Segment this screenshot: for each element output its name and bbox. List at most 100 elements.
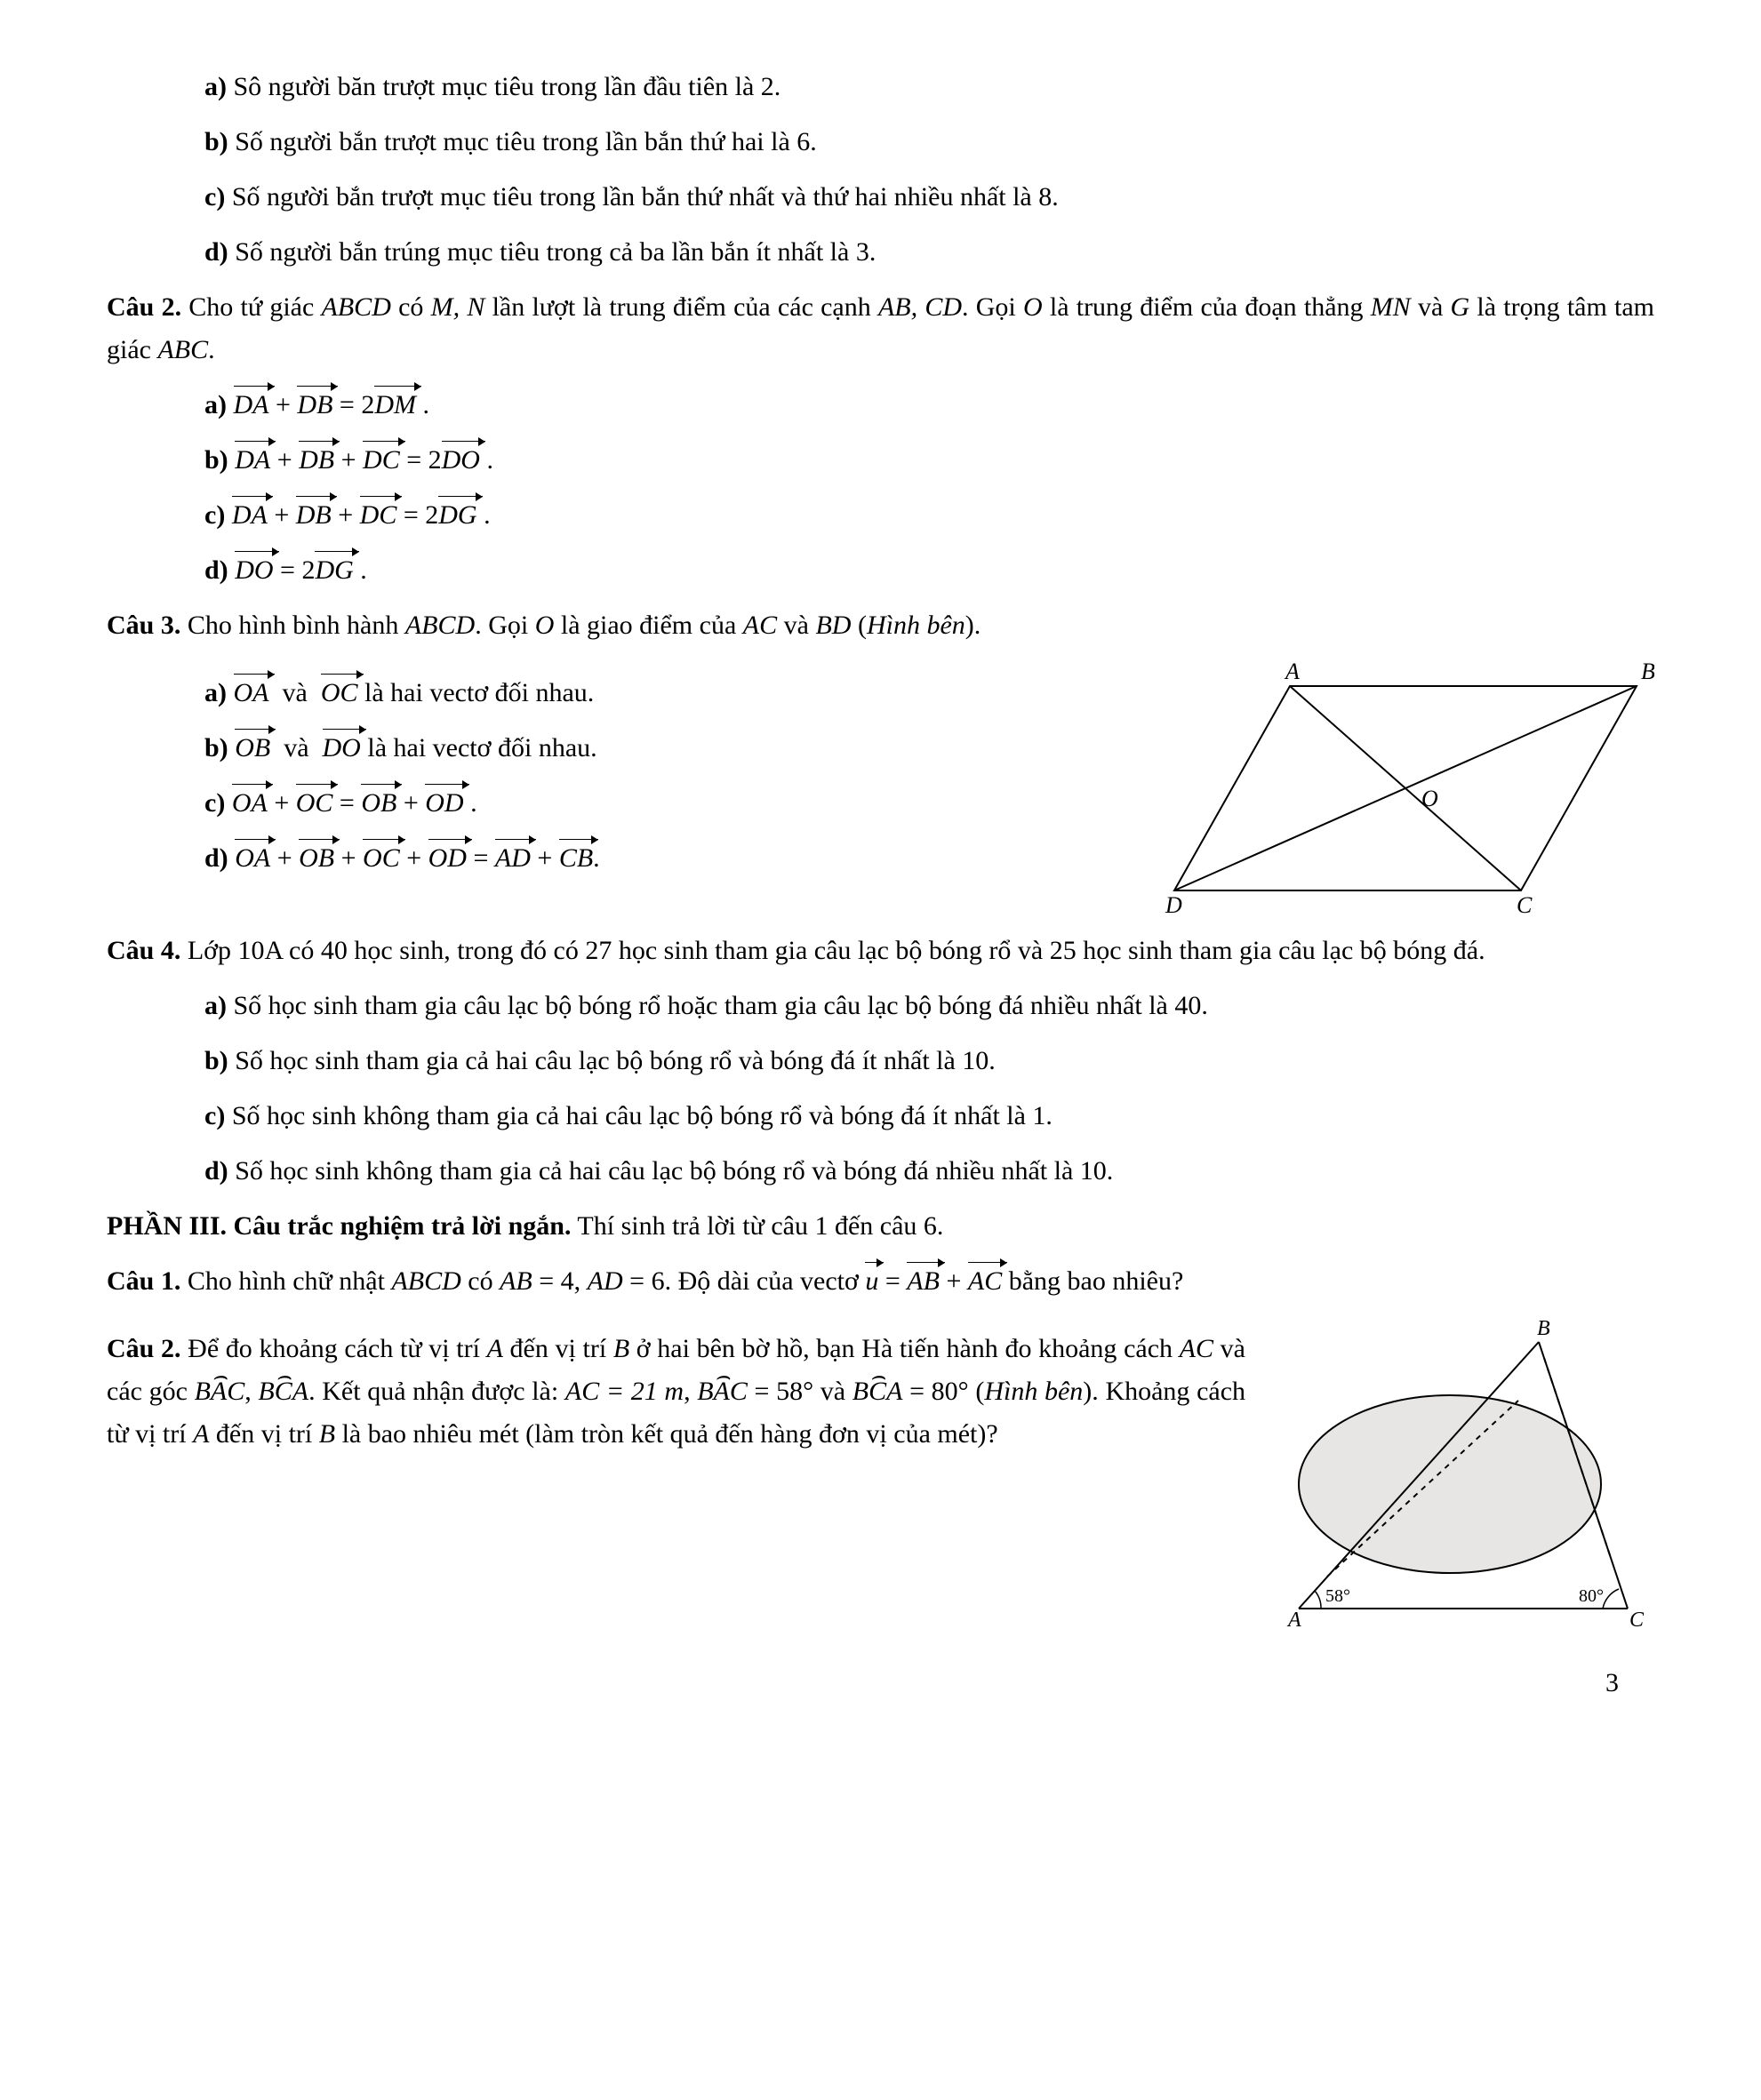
vec: DB xyxy=(299,439,334,482)
t: và xyxy=(1411,292,1451,322)
opt-label: b) xyxy=(204,733,228,763)
t: AB, CD xyxy=(878,292,962,322)
label-A: A xyxy=(1284,659,1300,684)
q3-left: a) OA và OC là hai vectơ đối nhau. b) OB… xyxy=(107,659,1130,892)
q4-option-d: d) Số học sinh không tham gia cả hai câu… xyxy=(107,1150,1654,1193)
text: Số học sinh tham gia câu lạc bộ bóng rổ … xyxy=(234,991,1208,1020)
q2-option-d: d) DO = 2DG . xyxy=(107,549,1654,592)
vec: OA xyxy=(235,837,270,880)
opt-label: a) xyxy=(204,72,227,101)
t: là trung điểm của đoạn thẳng xyxy=(1050,292,1371,322)
t: ). xyxy=(965,611,981,640)
t: AB xyxy=(500,1266,532,1296)
t: Hình bên xyxy=(867,611,965,640)
vec: OA xyxy=(234,672,269,715)
t: . Kết quả nhận được là: xyxy=(308,1377,565,1406)
label-O: O xyxy=(1421,786,1438,811)
p3q2: Câu 2. Để đo khoảng cách từ vị trí A đến… xyxy=(107,1328,1245,1456)
vec: OB xyxy=(299,837,334,880)
q2-option-c: c) DA + DB + DC = 2DG . xyxy=(107,494,1654,537)
q3-option-d: d) OA + OB + OC + OD = AD + CB. xyxy=(107,837,1130,880)
pre-option-b: b) Số người bắn trượt mục tiêu trong lần… xyxy=(107,121,1654,164)
vec: u xyxy=(865,1260,878,1303)
vec: AC xyxy=(968,1260,1002,1303)
opt-label: d) xyxy=(204,843,228,873)
angle: BAC xyxy=(195,1370,245,1413)
vec: DA xyxy=(235,439,270,482)
t: là giao điểm của xyxy=(554,611,742,640)
t: và xyxy=(813,1377,852,1406)
angle: BCA xyxy=(258,1370,308,1413)
t: G xyxy=(1451,292,1470,322)
text: Số người bắn trúng mục tiêu trong cả ba … xyxy=(235,237,876,267)
q4-option-b: b) Số học sinh tham gia cả hai câu lạc b… xyxy=(107,1040,1654,1082)
t: AC xyxy=(743,611,777,640)
t: Cho tứ giác xyxy=(181,292,321,322)
text: Số học sinh tham gia cả hai câu lạc bộ b… xyxy=(235,1046,996,1075)
p3q2-figure: A B C 58° 80° xyxy=(1272,1315,1654,1635)
opt-label: c) xyxy=(204,182,225,212)
opt-label: a) xyxy=(204,678,227,707)
angle-80: 80° xyxy=(1579,1586,1604,1606)
t: và xyxy=(283,678,308,707)
t: có xyxy=(391,292,431,322)
t: = 4, xyxy=(532,1266,588,1296)
t: B xyxy=(613,1334,629,1363)
q3-stem: Câu 3. Cho hình bình hành ABCD. Gọi O là… xyxy=(107,604,1654,647)
t: = 58° xyxy=(748,1377,813,1406)
t: ABCD xyxy=(405,611,475,640)
t: ( xyxy=(851,611,867,640)
t: là bao nhiêu mét (làm tròn kết quả đến h… xyxy=(335,1419,998,1449)
p3q1: Câu 1. Cho hình chữ nhật ABCD có AB = 4,… xyxy=(107,1260,1654,1303)
lake-triangle-diagram: A B C 58° 80° xyxy=(1272,1315,1654,1635)
opt-label: c) xyxy=(204,788,225,818)
t: . Độ dài của vectơ xyxy=(665,1266,866,1296)
t: AD xyxy=(588,1266,623,1296)
opt-label: c) xyxy=(204,1101,225,1130)
t: A xyxy=(487,1334,503,1363)
t: đến vị trí xyxy=(503,1334,613,1363)
angle: BAC xyxy=(697,1370,748,1413)
t: lần lượt là trung điểm của các cạnh xyxy=(484,292,878,322)
angle: BCA xyxy=(852,1370,903,1413)
t: có xyxy=(461,1266,500,1296)
t: = 6 xyxy=(623,1266,665,1296)
vec: DC xyxy=(360,494,397,537)
opt-label: a) xyxy=(204,991,227,1020)
t: . Gọi xyxy=(475,611,535,640)
t: và xyxy=(284,733,308,763)
vec: DG xyxy=(315,549,353,592)
opt-label: a) xyxy=(204,390,227,419)
t: , xyxy=(684,1377,697,1406)
vec: OC xyxy=(321,672,358,715)
part3-heading: PHẦN III. Câu trắc nghiệm trả lời ngắn. … xyxy=(107,1205,1654,1248)
vec: OC xyxy=(363,837,400,880)
text: Số học sinh không tham gia cả hai câu lạ… xyxy=(235,1156,1113,1186)
vec: DB xyxy=(296,494,332,537)
t: ABC xyxy=(157,335,208,364)
label-C: C xyxy=(1517,892,1533,917)
label-C: C xyxy=(1629,1609,1645,1632)
vec: OA xyxy=(232,782,268,825)
vec: DA xyxy=(232,494,268,537)
text: Số người bắn trượt mục tiêu trong lần bắ… xyxy=(232,182,1059,212)
vec: DO xyxy=(323,727,361,770)
q4-option-c: c) Số học sinh không tham gia cả hai câu… xyxy=(107,1095,1654,1138)
q3-body: a) OA và OC là hai vectơ đối nhau. b) OB… xyxy=(107,659,1654,917)
vec: OC xyxy=(296,782,333,825)
label-B: B xyxy=(1537,1317,1550,1340)
q-label: Câu 4. xyxy=(107,936,180,965)
q4-option-a: a) Số học sinh tham gia câu lạc bộ bóng … xyxy=(107,985,1654,1027)
t: ( xyxy=(969,1377,985,1406)
t: AC = 21 m xyxy=(565,1377,684,1406)
t: Cho hình bình hành xyxy=(180,611,405,640)
q-label: Câu 3. xyxy=(107,611,180,640)
p3q2-row: Câu 2. Để đo khoảng cách từ vị trí A đến… xyxy=(107,1315,1654,1635)
q3-option-c: c) OA + OC = OB + OD . xyxy=(107,782,1130,825)
vec: OB xyxy=(235,727,270,770)
q3-option-a: a) OA và OC là hai vectơ đối nhau. xyxy=(107,672,1130,715)
q-label: Câu 2. xyxy=(107,1334,181,1363)
t: là hai vectơ đối nhau. xyxy=(361,733,597,763)
q2-stem: Câu 2. Cho tứ giác ABCD có M, N lần lượt… xyxy=(107,286,1654,371)
q3-figure: A B C D O xyxy=(1157,659,1654,917)
